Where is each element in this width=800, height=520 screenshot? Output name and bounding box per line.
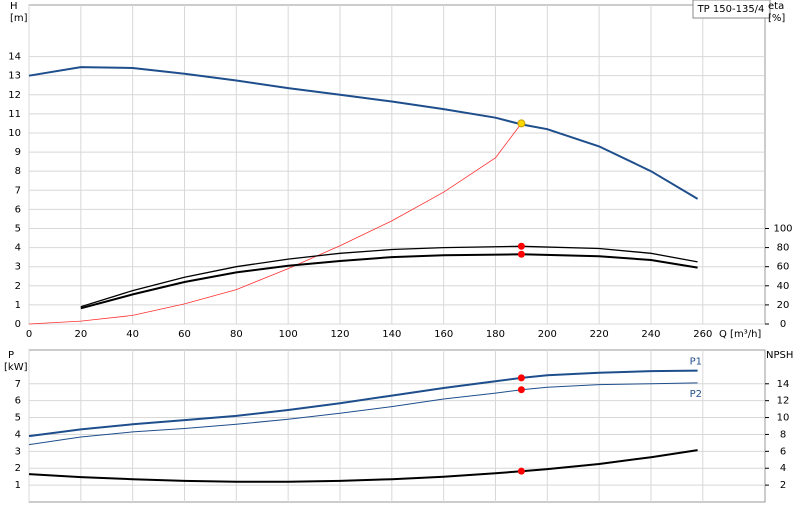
- x-tick-label: 160: [434, 329, 453, 340]
- y2-tick-label: 40: [777, 281, 790, 292]
- y-tick-label: 9: [15, 147, 21, 158]
- y2-tick-label: 14: [777, 379, 790, 390]
- y-axis-label: H: [10, 1, 18, 12]
- operating-point: [517, 374, 525, 382]
- y-tick-label: 3: [15, 262, 21, 273]
- x-tick-label: 180: [486, 329, 505, 340]
- curve: [28, 369, 698, 438]
- y2-tick-label: 10: [777, 413, 790, 424]
- title-box: [692, 0, 771, 19]
- y2-tick-label: 80: [777, 243, 790, 254]
- y-tick-label: 5: [15, 413, 21, 424]
- y-tick-label: 1: [15, 480, 21, 491]
- x-axis-label: Q [m³/h]: [719, 329, 761, 340]
- y2-tick-label: 100: [773, 223, 792, 234]
- x-tick-label: 40: [126, 329, 139, 340]
- x-tick-label: 0: [26, 329, 32, 340]
- y2-tick-label: 4: [780, 463, 786, 474]
- y-tick-label: 14: [8, 52, 21, 63]
- y-tick-label: 0: [15, 319, 21, 330]
- y-tick-label: 2: [15, 463, 21, 474]
- y-tick-label: 8: [15, 166, 21, 177]
- y2-tick-label: 2: [780, 480, 786, 491]
- y-tick-label: 13: [8, 71, 21, 82]
- chart-title: TP 150-135/4: [697, 4, 765, 15]
- curve: [28, 382, 698, 446]
- y2-tick-label: 12: [777, 396, 790, 407]
- y-tick-label: 1: [15, 300, 21, 311]
- y-axis-label: P: [8, 350, 14, 361]
- y-axis-label: [m]: [10, 13, 28, 24]
- curve: [28, 123, 522, 325]
- y-axis-label: [kW]: [4, 362, 28, 373]
- y2-tick-label: 60: [777, 262, 790, 273]
- y-tick-label: 4: [15, 429, 21, 440]
- operating-point: [517, 242, 525, 250]
- x-tick-label: 80: [230, 329, 243, 340]
- operating-point: [517, 119, 526, 128]
- x-tick-label: 140: [382, 329, 401, 340]
- x-tick-label: 100: [279, 329, 298, 340]
- x-tick-label: 240: [641, 329, 660, 340]
- y2-tick-label: 0: [780, 319, 786, 330]
- operating-point: [517, 467, 525, 475]
- y-tick-label: 7: [15, 379, 21, 390]
- y-tick-label: 11: [8, 109, 21, 120]
- y2-tick-label: 20: [777, 300, 790, 311]
- x-tick-label: 220: [590, 329, 609, 340]
- x-tick-label: 260: [693, 329, 712, 340]
- y-tick-label: 7: [15, 185, 21, 196]
- curve: [28, 66, 699, 200]
- y2-tick-label: 6: [780, 446, 786, 457]
- x-tick-label: 60: [178, 329, 191, 340]
- y-tick-label: 5: [15, 223, 21, 234]
- plot-area: [28, 4, 766, 325]
- y2-axis-label: eta: [768, 1, 784, 12]
- curve: [80, 245, 698, 308]
- x-tick-label: 200: [538, 329, 557, 340]
- operating-point: [517, 386, 525, 394]
- y-tick-label: 3: [15, 446, 21, 457]
- y-tick-label: 6: [15, 396, 21, 407]
- y-tick-label: 2: [15, 281, 21, 292]
- x-tick-label: 20: [74, 329, 87, 340]
- y-tick-label: 4: [15, 243, 21, 254]
- legend-label: P2: [690, 389, 702, 400]
- y-tick-label: 10: [8, 128, 21, 139]
- y2-axis-label: [%]: [768, 13, 785, 24]
- y-tick-label: 6: [15, 204, 21, 215]
- operating-point: [517, 250, 525, 258]
- y2-tick-label: 8: [780, 429, 786, 440]
- curve: [80, 253, 698, 310]
- curve: [28, 449, 698, 483]
- x-tick-label: 120: [330, 329, 349, 340]
- y2-axis-label: NPSH: [766, 350, 793, 361]
- plot-area: [28, 349, 766, 503]
- legend-label: P1: [690, 357, 702, 368]
- y-tick-label: 12: [8, 90, 21, 101]
